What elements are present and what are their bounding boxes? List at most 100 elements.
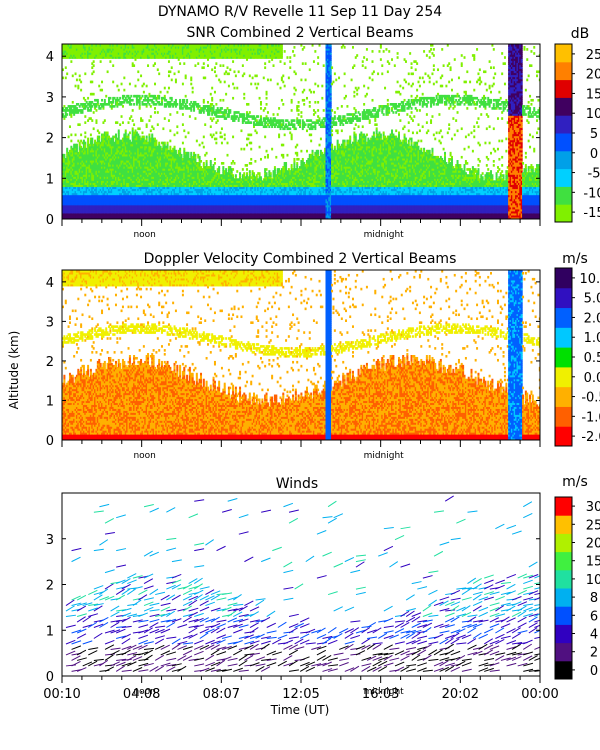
snr-cell: [78, 176, 81, 179]
snr-cell: [144, 143, 147, 147]
snr-cell: [108, 96, 111, 100]
snr-cell: [101, 172, 104, 175]
snr-cell: [133, 166, 136, 169]
snr-cell: [66, 46, 69, 49]
snr-cell: [131, 46, 134, 49]
snr-cell: [135, 170, 138, 173]
snr-cell: [92, 178, 95, 181]
snr-cell: [112, 188, 115, 192]
snr-cell: [88, 186, 91, 190]
snr-cell: [108, 178, 111, 181]
snr-cell: [91, 54, 94, 57]
snr-cell: [108, 206, 111, 210]
snr-cell: [71, 48, 74, 51]
snr-cell: [181, 141, 184, 145]
snr-cell: [194, 214, 197, 218]
snr-cell: [66, 182, 69, 186]
snr-cell: [130, 172, 133, 175]
snr-cell: [77, 44, 80, 47]
snr-cell: [62, 202, 64, 206]
snr-cell: [155, 204, 158, 208]
snr-cell: [77, 48, 80, 51]
snr-cell: [188, 208, 191, 212]
snr-cell: [172, 168, 175, 171]
snr-cell: [98, 155, 101, 159]
snr-cell: [85, 149, 88, 153]
snr-cell: [160, 166, 163, 169]
snr-cell: [193, 216, 196, 219]
snr-cell: [114, 48, 117, 51]
snr-cell: [120, 200, 123, 204]
snr-cell: [201, 204, 204, 208]
snr-cell: [183, 208, 186, 212]
snr-cell: [170, 162, 173, 165]
snr-cell: [74, 149, 77, 153]
snr-cell: [113, 168, 116, 171]
snr-cell: [165, 170, 168, 173]
snr-cell: [96, 54, 99, 57]
snr-cell: [85, 216, 88, 219]
snr-cell: [191, 192, 194, 196]
snr-cell: [126, 100, 129, 104]
snr-cell: [173, 200, 176, 204]
snr-cell: [152, 204, 155, 208]
snr-cell: [190, 172, 193, 175]
snr-cell: [98, 200, 101, 204]
snr-cell: [78, 186, 81, 190]
snr-cell: [99, 204, 102, 208]
snr-cell: [158, 157, 161, 161]
snr-cell: [126, 174, 129, 177]
snr-cell: [95, 145, 98, 149]
snr-cell: [195, 196, 198, 200]
snr-cell: [106, 135, 109, 139]
snr-cell: [95, 170, 98, 173]
snr-cell: [197, 192, 200, 196]
snr-cell: [163, 141, 166, 145]
snr-cell: [135, 198, 138, 202]
snr-cell: [77, 190, 80, 194]
snr-cell: [166, 212, 169, 216]
snr-cell: [119, 184, 122, 188]
snr-cell: [181, 206, 184, 210]
snr-cell: [141, 157, 144, 161]
snr-cell: [133, 210, 136, 214]
snr-cell: [66, 188, 69, 192]
snr-cell: [169, 159, 172, 163]
snr-cell: [135, 176, 138, 179]
snr-cell: [110, 46, 113, 49]
snr-cell: [108, 216, 111, 219]
snr-cell: [144, 50, 147, 53]
snr-cell: [159, 159, 162, 163]
snr-cell: [78, 208, 81, 212]
snr-cell: [94, 212, 97, 216]
snr-cell: [77, 178, 80, 181]
snr-cell: [190, 178, 193, 181]
snr-cell: [63, 180, 66, 183]
snr-cell: [131, 56, 134, 59]
snr-cell: [127, 137, 130, 141]
snr-cell: [81, 212, 84, 216]
snr-cell: [162, 153, 165, 157]
snr-cell: [174, 182, 177, 186]
snr-cell: [78, 188, 81, 192]
snr-cell: [117, 48, 120, 51]
snr-cell: [99, 200, 102, 204]
snr-cell: [117, 46, 120, 49]
snr-cell: [156, 204, 159, 208]
snr-cell: [137, 139, 140, 143]
snr-cell: [78, 162, 81, 165]
snr-cell: [176, 44, 179, 47]
snr-cell: [172, 46, 175, 49]
snr-cell: [121, 190, 124, 194]
snr-cell: [116, 178, 119, 181]
snr-cell: [62, 56, 64, 59]
snr-cell: [144, 168, 147, 171]
snr-cell: [109, 147, 112, 151]
snr-cell: [102, 202, 105, 206]
snr-cell: [113, 208, 116, 212]
snr-cell: [141, 145, 144, 149]
snr-cell: [137, 180, 140, 183]
snr-cell: [80, 194, 83, 198]
snr-cell: [102, 194, 105, 198]
snr-cell: [191, 206, 194, 210]
